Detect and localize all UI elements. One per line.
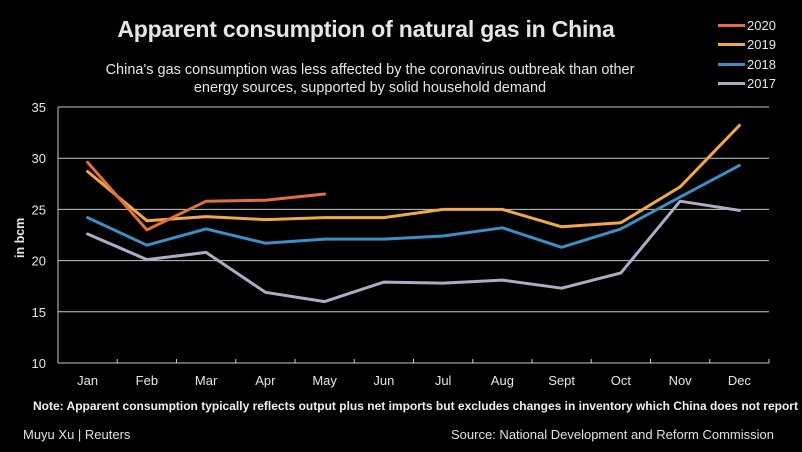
chart-subtitle: China's gas consumption was less affecte… (100, 61, 640, 97)
legend-item-2017: 2017 (718, 74, 776, 93)
chart-source: Source: National Development and Reform … (451, 427, 774, 442)
x-tick-label: Feb (136, 373, 158, 388)
legend-item-2018: 2018 (718, 55, 776, 74)
chart-note: Note: Apparent consumption typically ref… (33, 399, 798, 413)
chart-title: Apparent consumption of natural gas in C… (117, 16, 615, 42)
series-line-2017 (86, 199, 741, 304)
x-tick-label: Aug (491, 373, 514, 388)
y-tick-label: 10 (32, 356, 46, 371)
series-line-2019 (86, 123, 741, 229)
legend-item-2019: 2019 (718, 35, 776, 54)
x-tick-label: Jun (373, 373, 394, 388)
y-tick-label: 30 (32, 151, 46, 166)
x-tick-label: Sept (548, 373, 575, 388)
x-tick-label: Dec (728, 373, 752, 388)
legend-item-2020: 2020 (718, 16, 776, 35)
x-tick-label: Apr (255, 373, 276, 388)
series-line-2018 (86, 163, 741, 249)
series-lines (86, 123, 741, 304)
x-tick-label: Oct (611, 373, 632, 388)
legend-swatch-2018 (718, 62, 745, 66)
subtitle-line-1: China's gas consumption was less affecte… (105, 62, 635, 78)
x-tick-label: May (312, 373, 337, 388)
legend-label: 2018 (747, 56, 776, 72)
gridlines (57, 106, 769, 363)
legend-label: 2020 (747, 18, 776, 34)
x-tick-label: Jan (77, 373, 98, 388)
legend-swatch-2017 (718, 82, 745, 86)
legend-swatch-2020 (718, 24, 745, 28)
chart-legend: 2020 2019 2018 2017 (718, 16, 776, 93)
x-tick-label: Nov (669, 373, 693, 388)
y-tick-label: 20 (32, 254, 46, 269)
x-tick-label: Jul (435, 373, 452, 388)
x-axis (57, 359, 770, 364)
chart-credit: Muyu Xu | Reuters (23, 427, 131, 442)
legend-label: 2019 (747, 37, 776, 53)
y-tick-label: 25 (32, 202, 46, 217)
subtitle-line-2: energy sources, supported by solid house… (193, 80, 547, 96)
y-tick-label: 35 (32, 100, 46, 115)
y-tick-labels: 10 15 20 25 30 35 (32, 100, 46, 371)
legend-label: 2017 (747, 76, 776, 92)
legend-swatch-2019 (718, 43, 745, 47)
x-tick-label: Mar (195, 373, 218, 388)
y-tick-label: 15 (32, 305, 46, 320)
x-tick-labels: Jan Feb Mar Apr May Jun Jul Aug Sept Oct Nov Dec (77, 373, 751, 388)
